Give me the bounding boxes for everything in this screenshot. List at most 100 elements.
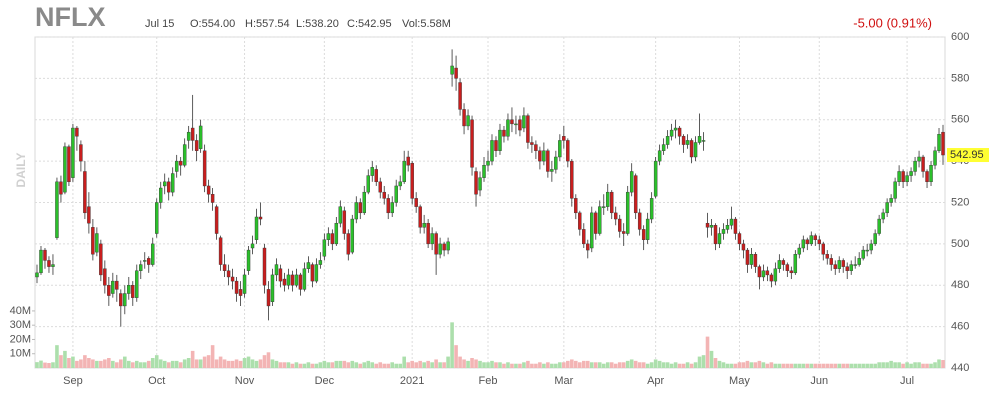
candle-body — [151, 243, 155, 265]
volume-bar — [917, 362, 921, 368]
candle-body — [645, 218, 650, 240]
candle-body — [434, 233, 438, 255]
candle-body — [67, 146, 71, 183]
volume-bar — [753, 362, 758, 368]
candle-body — [430, 233, 434, 245]
volume-bar — [478, 360, 482, 368]
candle-body — [514, 123, 518, 126]
volume-bar — [713, 358, 718, 368]
volume-bar — [318, 362, 323, 368]
candle-body — [390, 202, 394, 214]
volume-bar — [330, 362, 335, 368]
volume-bar — [298, 363, 303, 368]
volume-bar — [119, 359, 123, 368]
y-tick-label: 480 — [951, 279, 969, 291]
candle-body — [270, 274, 275, 302]
volume-bar — [366, 360, 371, 368]
volume-bar — [130, 362, 135, 368]
volume-bar — [378, 362, 383, 368]
candle-body — [246, 249, 251, 271]
volume-bar — [150, 358, 155, 368]
candle-body — [570, 160, 574, 199]
candle-body — [454, 67, 458, 79]
candle-body — [729, 218, 734, 226]
candle-body — [418, 206, 422, 228]
candle-body — [91, 227, 95, 255]
y-tick-label: 560 — [951, 114, 969, 126]
candle-body — [326, 233, 331, 240]
volume-bar — [430, 362, 434, 368]
volume-bar — [849, 363, 854, 368]
volume-bar — [374, 363, 379, 368]
volume-bar — [941, 360, 945, 368]
candle-body — [510, 119, 514, 125]
candle-body — [837, 260, 841, 269]
candle-body — [649, 198, 654, 220]
candle-body — [869, 243, 873, 251]
volume-bar — [689, 363, 694, 368]
volume-bar — [665, 362, 670, 368]
candle-body — [266, 289, 271, 307]
candle-body — [641, 229, 646, 240]
volume-bar — [601, 363, 606, 368]
volume-bar — [845, 363, 850, 368]
candle-body — [55, 181, 59, 238]
volume-bar — [51, 362, 55, 368]
candle-body — [370, 167, 374, 176]
candle-body — [901, 171, 905, 183]
candle-body — [75, 127, 79, 137]
volume-bar — [190, 350, 195, 368]
candle-body — [861, 249, 865, 259]
volume-bar — [134, 360, 139, 368]
candle-body — [230, 276, 235, 282]
volume-bar — [486, 362, 490, 368]
volume-bar — [629, 359, 634, 368]
candle-body — [845, 266, 849, 271]
volume-bar — [769, 362, 774, 368]
volume-bar — [597, 362, 602, 368]
volume-bar — [797, 363, 802, 368]
volume-bar — [254, 360, 259, 368]
volume-bar — [542, 363, 546, 368]
candle-body — [474, 171, 478, 195]
candle-body — [661, 144, 666, 151]
candle-body — [218, 237, 223, 265]
volume-bar — [558, 362, 562, 368]
candle-body — [797, 247, 802, 255]
volume-bar — [294, 362, 299, 368]
volume-bar — [809, 363, 814, 368]
volume-bar — [821, 363, 826, 368]
volume-bar — [454, 345, 458, 368]
volume-bar — [929, 363, 933, 368]
volume-bar — [825, 363, 830, 368]
candle-body — [733, 218, 738, 234]
candle-body — [290, 274, 295, 286]
volume-bar — [889, 360, 893, 368]
volume-bar — [785, 363, 790, 368]
volume-bar — [91, 359, 95, 368]
candle-body — [566, 140, 570, 162]
volume-bar — [853, 363, 857, 368]
open: O:554.00 — [190, 18, 235, 30]
volume-bar — [418, 360, 422, 368]
candle-body — [809, 235, 814, 245]
volume-bar — [438, 362, 442, 368]
volume: Vol:5.58M — [402, 18, 451, 30]
volume-bar — [154, 355, 159, 368]
candle-body — [941, 131, 945, 156]
candle-body — [693, 142, 698, 158]
volume-bar — [258, 359, 263, 368]
volume-bar — [350, 360, 355, 368]
volume-bar — [434, 359, 438, 368]
candle-body — [833, 264, 837, 269]
candle-body — [617, 218, 622, 232]
volume-tick-label: 40M — [10, 305, 31, 317]
candle-body — [162, 181, 167, 187]
volume-bar — [166, 362, 171, 368]
candle-body — [159, 187, 163, 203]
volume-bar — [270, 359, 275, 368]
candle-body — [518, 119, 522, 131]
x-tick-label: Oct — [148, 375, 165, 387]
volume-bar — [358, 363, 363, 368]
candle-body — [705, 222, 710, 228]
